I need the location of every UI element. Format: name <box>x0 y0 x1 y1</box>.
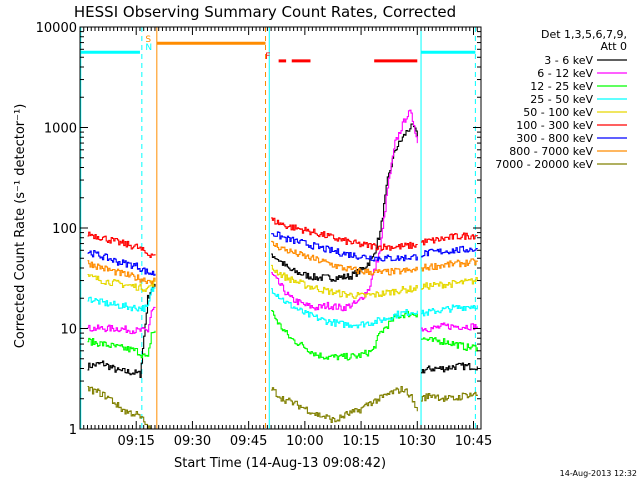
series-5-segment-1 <box>271 217 418 251</box>
x-tick-label: 09:15 <box>117 434 154 449</box>
series-4-segment-2 <box>421 277 478 290</box>
legend-header-line-2: Att 0 <box>601 40 627 53</box>
x-tick-label: 10:00 <box>286 434 323 449</box>
x-tick-label: 10:15 <box>342 434 379 449</box>
annotation-s: S <box>145 35 151 45</box>
series-0-segment-2 <box>421 362 478 374</box>
legend-label-3: 25 - 50 keV <box>530 93 593 106</box>
legend-label-6: 300 - 800 keV <box>516 132 593 145</box>
legend-label-8: 7000 - 20000 keV <box>495 158 593 171</box>
legend-header-line-1: Det 1,3,5,6,7,9, <box>541 28 627 41</box>
series-2-segment-1 <box>271 309 418 361</box>
series-3-segment-2 <box>421 304 478 317</box>
series-1-segment-1 <box>271 109 418 312</box>
x-axis-label: Start Time (14-Aug-13 09:08:42) <box>174 456 386 471</box>
axes: 1 10 100 1000 10000 09:15 09:30 09:45 10:00 10:15… <box>36 21 493 449</box>
series-6-segment-2 <box>421 245 478 258</box>
chart-title: HESSI Observing Summary Count Rates, Cor… <box>74 3 456 21</box>
series-0-segment-0 <box>87 283 156 378</box>
timestamp: 14-Aug-2013 12:32 <box>560 469 637 478</box>
series-4-segment-1 <box>271 264 418 299</box>
series-2-segment-0 <box>87 330 156 359</box>
series-7-segment-0 <box>87 260 156 285</box>
y-tick-label: 10 <box>60 323 77 338</box>
series-8-segment-1 <box>271 386 418 424</box>
series-5-segment-2 <box>421 232 478 246</box>
annotation-f: F <box>265 52 270 62</box>
series-1-segment-0 <box>87 306 156 335</box>
series-8-segment-0 <box>87 385 152 430</box>
y-tick-label: 100 <box>52 222 77 237</box>
series-7-segment-1 <box>271 240 418 276</box>
series-7-segment-2 <box>421 258 478 272</box>
legend-label-1: 6 - 12 keV <box>537 67 593 80</box>
legend-label-4: 50 - 100 keV <box>523 106 593 119</box>
legend-label-5: 100 - 300 keV <box>516 119 593 132</box>
series-2-segment-2 <box>421 337 478 352</box>
legend-label-0: 3 - 6 keV <box>544 54 593 67</box>
series-6-segment-1 <box>271 231 418 262</box>
x-tick-label: 09:45 <box>230 434 267 449</box>
series-6-segment-0 <box>87 249 156 276</box>
y-axis-label: Corrected Count Rate (s⁻¹ detector⁻¹) <box>13 104 28 349</box>
series-3-segment-1 <box>271 288 418 329</box>
series-3-segment-0 <box>87 287 156 312</box>
plot-area: SN F <box>80 27 478 430</box>
x-tick-label: 10:30 <box>399 434 436 449</box>
series-4-segment-0 <box>87 273 156 292</box>
x-tick-label: 09:30 <box>174 434 211 449</box>
legend-label-2: 12 - 25 keV <box>530 80 593 93</box>
y-tick-label: 1 <box>69 423 77 438</box>
series-5-segment-0 <box>87 231 156 258</box>
series-1-segment-2 <box>421 322 478 333</box>
y-tick-label: 10000 <box>36 21 77 36</box>
y-tick-label: 1000 <box>44 122 77 137</box>
legend-label-7: 800 - 7000 keV <box>509 145 593 158</box>
series-8-segment-2 <box>421 391 478 402</box>
x-tick-label: 10:45 <box>455 434 492 449</box>
annotation-n: N <box>145 43 152 53</box>
